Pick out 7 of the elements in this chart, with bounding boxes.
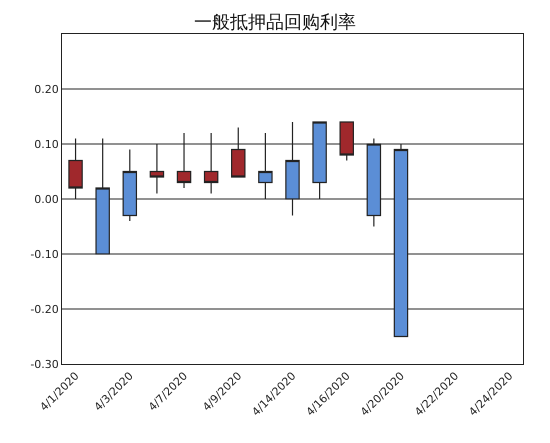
- y-tick-label: 0.10: [34, 138, 59, 151]
- y-tick-label: 0.20: [34, 82, 59, 96]
- y-tick-label: -0.20: [30, 302, 59, 316]
- chart-title: 一般抵押品回购利率: [194, 12, 356, 34]
- y-tick-label: 0.00: [34, 192, 59, 206]
- y-tick-label: -0.10: [30, 248, 59, 261]
- y-tick-label: -0.30: [30, 358, 59, 371]
